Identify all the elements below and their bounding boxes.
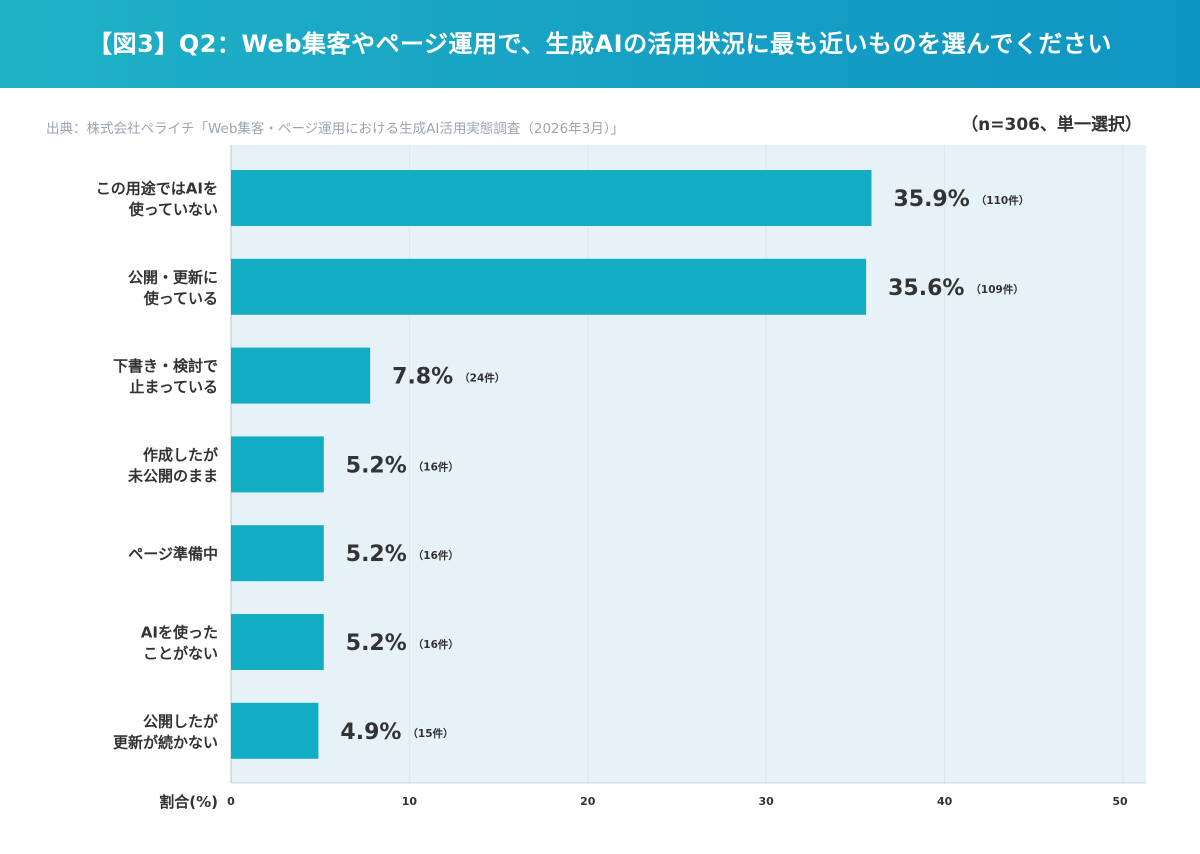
value-label: 4.9% bbox=[340, 720, 401, 745]
category-label: 公開したが bbox=[143, 712, 219, 730]
category-labels: この用途ではAIを使っていない公開・更新に使っている下書き・検討で止まっている作… bbox=[96, 180, 219, 752]
count-label: （16件） bbox=[413, 549, 459, 562]
count-label: （15件） bbox=[407, 727, 453, 740]
category-label: ことがない bbox=[143, 645, 218, 663]
value-label: 5.2% bbox=[346, 631, 407, 656]
category-label: 止まっている bbox=[129, 378, 218, 396]
bar bbox=[231, 347, 371, 404]
bar bbox=[231, 170, 872, 226]
x-axis-label: 割合(%) bbox=[159, 793, 218, 811]
value-label: 35.6% bbox=[888, 276, 964, 301]
x-tick-label: 10 bbox=[402, 795, 418, 808]
count-label: （110件） bbox=[976, 194, 1029, 207]
plot-area bbox=[231, 145, 1146, 783]
category-label: 使っていない bbox=[128, 201, 218, 219]
category-label: この用途ではAIを bbox=[96, 180, 218, 198]
count-label: （16件） bbox=[413, 638, 459, 651]
category-label: AIを使った bbox=[141, 624, 218, 642]
value-label: 5.2% bbox=[346, 542, 407, 567]
category-label: 作成したが bbox=[143, 446, 219, 464]
category-label: 使っている bbox=[143, 289, 218, 307]
value-label: 35.9% bbox=[893, 187, 969, 212]
category-label: 更新が続かない bbox=[113, 733, 218, 751]
x-tick-label: 30 bbox=[759, 795, 775, 808]
category-label: 下書き・検討で bbox=[113, 357, 218, 375]
bars bbox=[231, 170, 872, 759]
sample-size-note: （n=306、単一選択） bbox=[961, 115, 1142, 135]
bar bbox=[231, 525, 324, 582]
count-label: （24件） bbox=[459, 372, 505, 385]
value-label: 7.8% bbox=[392, 365, 453, 390]
x-tick-label: 0 bbox=[227, 795, 235, 808]
bar bbox=[231, 614, 324, 670]
bar bbox=[231, 258, 867, 315]
chart-title: 【図3】Q2：Web集客やページ運用で、生成AIの活用状況に最も近いものを選んで… bbox=[88, 30, 1112, 58]
value-label: 5.2% bbox=[346, 453, 407, 478]
x-axis-ticks: 0 10 20 30 40 50 bbox=[227, 795, 1128, 808]
bar bbox=[231, 436, 324, 493]
category-label: 未公開のまま bbox=[127, 467, 218, 485]
x-tick-label: 50 bbox=[1112, 795, 1128, 808]
title-banner bbox=[0, 0, 1200, 88]
value-labels: 35.9% （110件） 35.6% （109件） 7.8% （24件） 5.2% （16件）… bbox=[340, 187, 1029, 745]
category-label: ページ準備中 bbox=[128, 545, 218, 563]
x-tick-label: 20 bbox=[580, 795, 596, 808]
bar bbox=[231, 702, 319, 759]
count-label: （109件） bbox=[970, 283, 1023, 296]
x-tick-label: 40 bbox=[937, 795, 953, 808]
source-note: 出典：株式会社ペライチ「Web集客・ページ運用における生成AI活用実態調査（20… bbox=[46, 121, 625, 137]
category-label: 公開・更新に bbox=[128, 268, 218, 286]
count-label: （16件） bbox=[413, 460, 459, 473]
